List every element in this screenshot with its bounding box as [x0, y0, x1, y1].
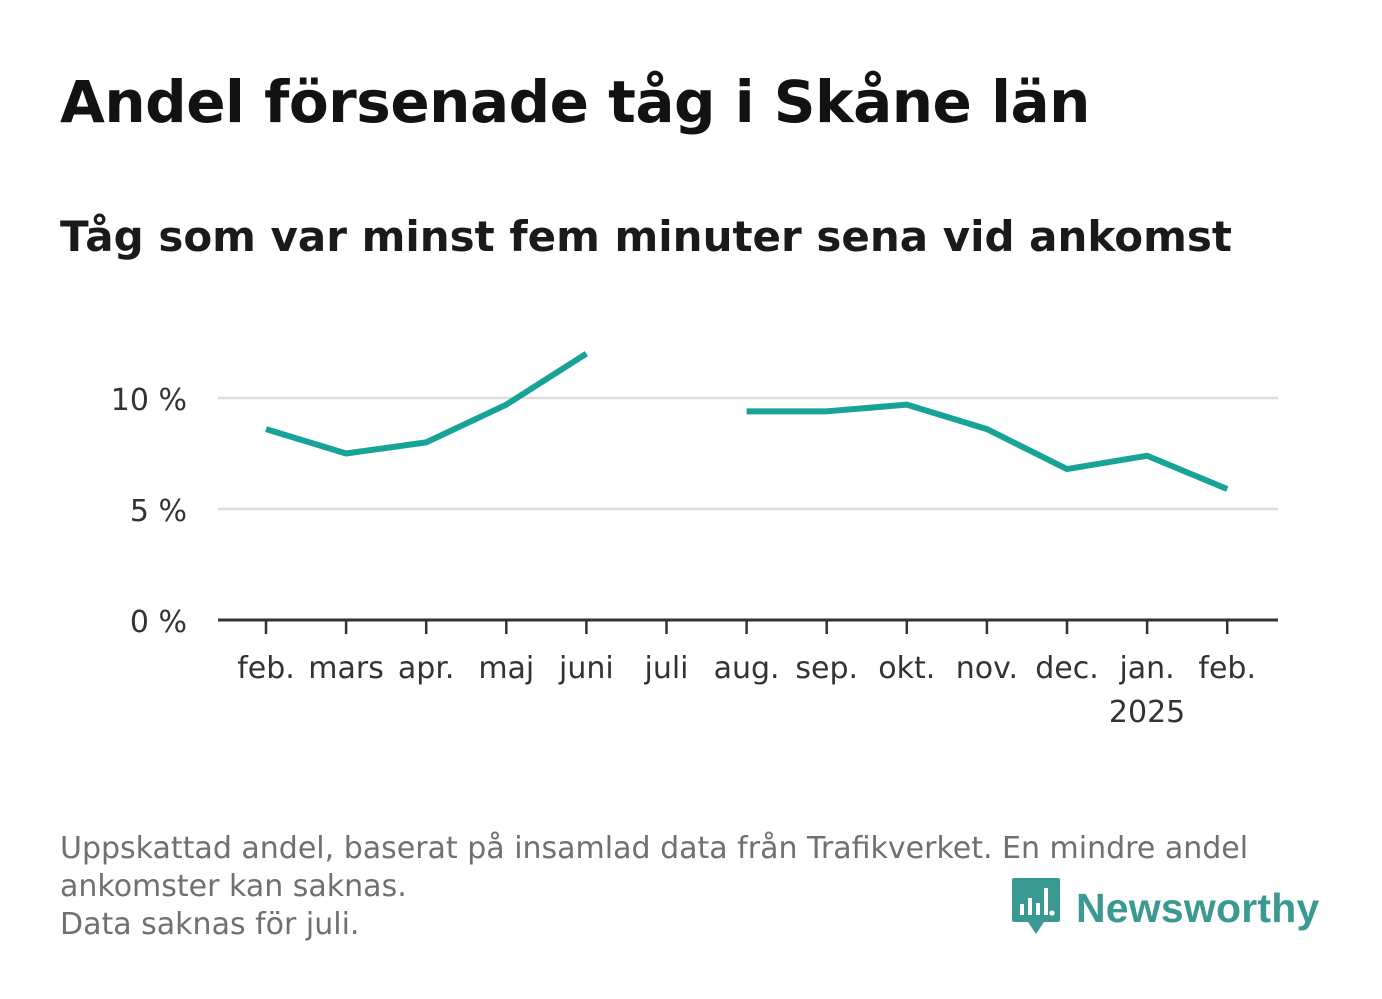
x-tick-label: nov. — [956, 651, 1018, 686]
series-lines — [265, 351, 1229, 492]
x-tick-label: sep. — [795, 651, 858, 686]
newsworthy-logo-icon — [1012, 878, 1060, 934]
x-tick-label: juli — [643, 651, 688, 686]
x-tick-label: dec. — [1035, 651, 1099, 686]
footnote-line-1: Uppskattad andel, baserat på insamlad da… — [60, 831, 1249, 866]
brand-logo: Newsworthy — [1010, 876, 1320, 940]
footnote: Uppskattad andel, baserat på insamlad da… — [60, 830, 1310, 944]
x-axis — [218, 618, 1278, 634]
chart-subtitle: Tåg som var minst fem minuter sena vid a… — [60, 212, 1232, 261]
x-tick-label: juni — [558, 651, 614, 686]
x-tick-label: feb. — [237, 651, 295, 686]
footnote-line-3: Data saknas för juli. — [60, 907, 360, 942]
x-tick-label: maj — [478, 651, 534, 686]
footnote-line-2: ankomster kan saknas. — [60, 869, 407, 904]
x-year-label: 2025 — [1109, 695, 1185, 730]
x-tick-label: feb. — [1198, 651, 1256, 686]
gridlines — [218, 396, 1278, 511]
y-tick-label: 0 % — [130, 605, 187, 640]
x-axis-tick-labels: feb. mars apr. maj juni juli aug. sep. okt. nov. d… — [237, 651, 1256, 730]
series-line-segment-2 — [746, 401, 1229, 492]
x-tick-label: apr. — [398, 651, 455, 686]
brand-name: Newsworthy — [1076, 884, 1320, 931]
x-tick-label: mars — [308, 651, 384, 686]
x-tick-label: aug. — [714, 651, 780, 686]
y-tick-label: 10 % — [111, 383, 187, 418]
x-tick-label: okt. — [878, 651, 935, 686]
x-tick-label: jan. — [1118, 651, 1174, 686]
chart-title: Andel försenade tåg i Skåne län — [60, 68, 1090, 136]
y-axis-tick-labels: 0 % 5 % 10 % — [111, 383, 187, 640]
y-tick-label: 5 % — [130, 494, 187, 529]
series-line-segment-1 — [265, 351, 589, 457]
